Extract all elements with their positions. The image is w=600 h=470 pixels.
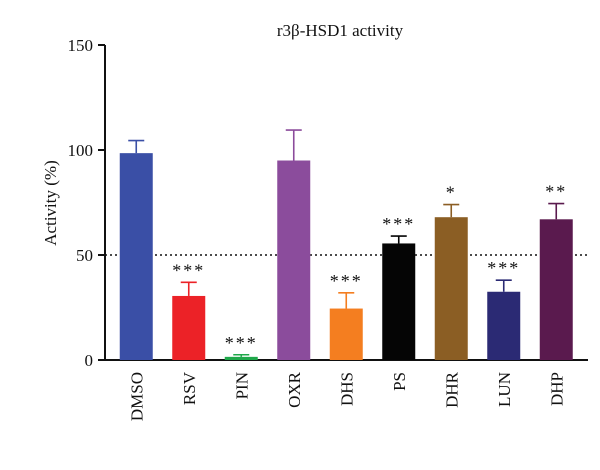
bar-ps xyxy=(382,243,416,360)
significance-marker: *** xyxy=(225,333,258,353)
y-tick-label: 0 xyxy=(85,351,94,370)
x-tick-label: PIN xyxy=(232,372,251,399)
y-tick-label: 50 xyxy=(76,246,93,265)
significance-marker: *** xyxy=(330,271,363,291)
bar-lun xyxy=(487,291,521,360)
significance-marker: * xyxy=(446,183,457,203)
significance-marker: *** xyxy=(382,214,415,234)
bar-pin xyxy=(224,356,258,360)
x-tick-label: DMSO xyxy=(127,372,146,421)
bar-dhs xyxy=(329,308,363,360)
x-tick-label: LUN xyxy=(495,372,514,407)
y-tick-label: 150 xyxy=(68,36,94,55)
significance-marker: *** xyxy=(487,258,520,278)
significance-marker: ** xyxy=(545,182,567,202)
bar-dmso xyxy=(119,153,153,360)
x-tick-label: RSV xyxy=(180,371,199,405)
x-tick-label: DHS xyxy=(337,372,356,406)
x-tick-label: OXR xyxy=(285,371,304,408)
bar-rsv xyxy=(172,295,206,360)
x-tick-label: PS xyxy=(390,372,409,391)
significance-marker: *** xyxy=(172,260,205,280)
y-tick-label: 100 xyxy=(68,141,94,160)
x-tick-label: DHR xyxy=(442,371,461,408)
bar-dhp xyxy=(539,219,573,360)
bars xyxy=(119,129,573,360)
chart-title: r3β-HSD1 activity xyxy=(277,21,404,40)
bar-oxr xyxy=(277,160,311,360)
y-axis-label: Activity (%) xyxy=(41,160,60,245)
bar-dhr xyxy=(434,217,468,360)
x-tick-label: DHP xyxy=(547,372,566,406)
